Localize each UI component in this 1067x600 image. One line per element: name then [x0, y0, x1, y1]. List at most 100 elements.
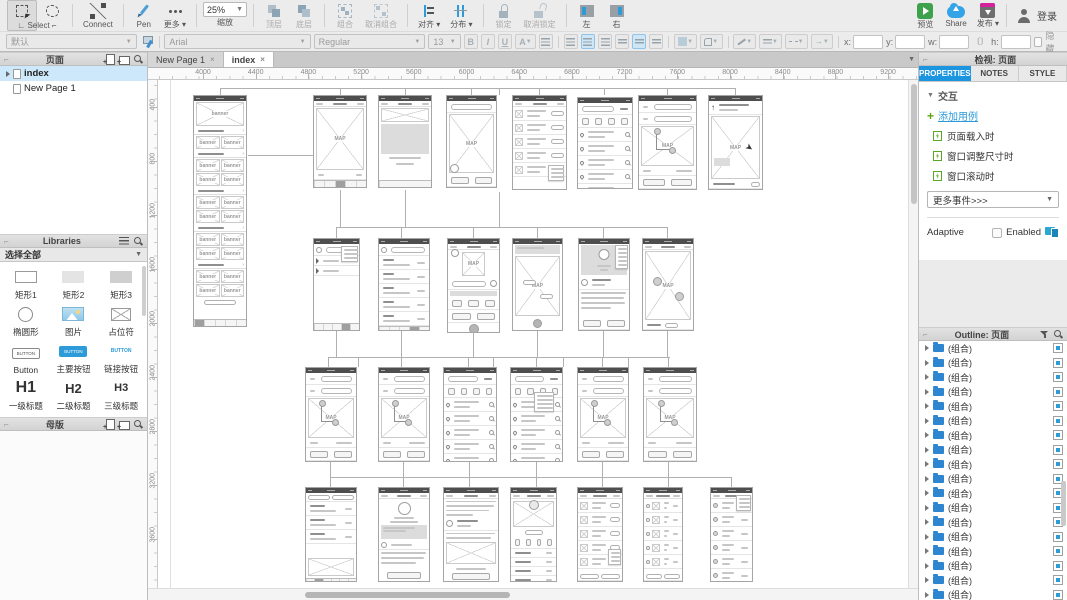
format-painter-icon[interactable]: [140, 34, 154, 49]
library-item[interactable]: H1 一级标题: [2, 377, 50, 414]
widget-marker-icon[interactable]: [1053, 343, 1063, 354]
lock-button[interactable]: 锁定: [489, 0, 519, 31]
valign-top-button[interactable]: [615, 34, 630, 49]
corner-radius-button[interactable]: ▼: [699, 34, 723, 49]
search-icon[interactable]: [133, 54, 143, 64]
font-color-button[interactable]: A ▼: [514, 34, 536, 49]
font-weight-select[interactable]: Regular ▼: [313, 34, 426, 49]
library-filter-select[interactable]: 选择全部 ▼: [0, 248, 147, 262]
library-scrollbar-thumb[interactable]: [142, 266, 146, 316]
unlock-button[interactable]: 取消锁定: [519, 0, 561, 31]
expand-icon[interactable]: [925, 562, 929, 569]
wireframe-frame-profile[interactable]: [578, 238, 630, 331]
library-item[interactable]: 图片: [50, 303, 98, 340]
hide-checkbox[interactable]: [1033, 36, 1043, 47]
expand-icon[interactable]: [925, 374, 929, 381]
horizontal-scrollbar[interactable]: [148, 588, 918, 600]
align-left-button[interactable]: [563, 34, 578, 49]
wireframe-frame-cards[interactable]: [512, 95, 567, 190]
close-icon[interactable]: ×: [260, 55, 265, 64]
wireframe-frame-route[interactable]: MAP: [638, 95, 697, 190]
outline-scrollbar-thumb[interactable]: [1061, 481, 1066, 526]
widget-marker-icon[interactable]: [1053, 444, 1063, 455]
link-wh-icon[interactable]: 〔〕: [972, 37, 989, 46]
add-case-link[interactable]: + 添加用例: [927, 108, 979, 124]
wireframe-frame-bigmap[interactable]: MAP: [642, 238, 694, 331]
h-input[interactable]: [1000, 34, 1031, 49]
page-tree-item[interactable]: index: [0, 66, 147, 81]
expand-icon[interactable]: [925, 548, 929, 555]
library-item[interactable]: H2 二级标题: [50, 377, 98, 414]
filter-icon[interactable]: [1040, 330, 1049, 339]
event-item[interactable]: 页面载入时: [933, 129, 1059, 143]
outline-row[interactable]: (组合): [919, 573, 1067, 588]
wireframe-frame-msg2[interactable]: [577, 487, 623, 582]
connect-button[interactable]: Connect: [78, 0, 118, 31]
widget-marker-icon[interactable]: [1053, 531, 1063, 542]
panelR-button[interactable]: 右: [602, 0, 632, 31]
outline-row[interactable]: (组合): [919, 530, 1067, 545]
align-button[interactable]: 对齐 ▾: [413, 0, 445, 31]
expand-icon[interactable]: [925, 388, 929, 395]
design-canvas[interactable]: banner › banner banner › banner banner banner ba…: [158, 80, 908, 588]
outline-row[interactable]: (组合): [919, 457, 1067, 472]
wireframe-frame-home[interactable]: banner › banner banner › banner banner banner ba…: [193, 95, 247, 327]
expand-icon[interactable]: [925, 359, 929, 366]
wireframe-frame-settings[interactable]: [710, 487, 753, 582]
widget-marker-icon[interactable]: [1053, 459, 1063, 470]
library-item[interactable]: 矩形2: [50, 266, 98, 303]
select-button[interactable]: [7, 0, 37, 31]
wireframe-frame-map2[interactable]: MAP: [446, 95, 497, 188]
library-item[interactable]: 椭圆形: [2, 303, 50, 340]
group-button[interactable]: 组合: [330, 0, 360, 31]
border-color-button[interactable]: ▼: [733, 34, 757, 49]
expand-icon[interactable]: [925, 403, 929, 410]
outline-row[interactable]: (组合): [919, 399, 1067, 414]
widget-marker-icon[interactable]: [1053, 575, 1063, 586]
more-events-select[interactable]: 更多事件>>> ▼: [927, 191, 1059, 208]
border-width-button[interactable]: ▼: [759, 34, 782, 49]
wireframe-frame-pins[interactable]: MAP: [512, 238, 563, 331]
outline-row[interactable]: (组合): [919, 414, 1067, 429]
outline-row[interactable]: (组合): [919, 428, 1067, 443]
expand-icon[interactable]: [925, 591, 929, 598]
wireframe-frame-poi[interactable]: [577, 97, 633, 189]
wireframe-frame-poi[interactable]: [443, 367, 497, 462]
widget-marker-icon[interactable]: [1053, 430, 1063, 441]
widget-marker-icon[interactable]: [1053, 473, 1063, 484]
widget-marker-icon[interactable]: [1053, 415, 1063, 426]
align-right-button[interactable]: [598, 34, 613, 49]
dist-button[interactable]: 分布 ▾: [445, 0, 477, 31]
search-icon[interactable]: [133, 236, 143, 246]
wireframe-frame-poi2[interactable]: [510, 367, 563, 462]
wireframe-frame-feed[interactable]: [305, 487, 357, 582]
font-size-select[interactable]: 13 ▼: [428, 34, 461, 49]
widget-marker-icon[interactable]: [1053, 589, 1063, 600]
font-family-select[interactable]: Arial ▼: [164, 34, 311, 49]
inspector-tab-properties[interactable]: PROPERTIES: [919, 66, 971, 81]
tab-overflow-icon[interactable]: ▼: [908, 56, 915, 63]
library-item[interactable]: BUTTON Button: [2, 340, 50, 377]
back-button[interactable]: 底层: [289, 0, 319, 31]
publish-button[interactable]: 发布 ▾: [972, 0, 1004, 31]
x-input[interactable]: [853, 34, 884, 49]
outline-row[interactable]: (组合): [919, 385, 1067, 400]
italic-button[interactable]: I: [480, 34, 495, 49]
expand-icon[interactable]: [925, 475, 929, 482]
hscroll-thumb[interactable]: [305, 592, 510, 598]
library-item[interactable]: 矩形1: [2, 266, 50, 303]
adaptive-views-icon[interactable]: [1045, 227, 1059, 238]
library-item[interactable]: BUTTON 主要按钮: [50, 340, 98, 377]
widget-marker-icon[interactable]: [1053, 560, 1063, 571]
wireframe-frame-msg[interactable]: [378, 238, 430, 331]
align-center-button[interactable]: [580, 34, 596, 49]
preview-button[interactable]: 预览: [910, 0, 940, 31]
wireframe-frame-profile2[interactable]: [510, 487, 557, 582]
ungroup-button[interactable]: 取消组合: [360, 0, 402, 31]
canvas-tab[interactable]: index ×: [223, 52, 274, 67]
wireframe-frame-chat[interactable]: [313, 238, 360, 331]
add-page-icon[interactable]: [103, 419, 115, 431]
library-item[interactable]: 矩形3: [97, 266, 145, 303]
wireframe-frame-post[interactable]: [378, 487, 430, 582]
outline-row[interactable]: (组合): [919, 486, 1067, 501]
